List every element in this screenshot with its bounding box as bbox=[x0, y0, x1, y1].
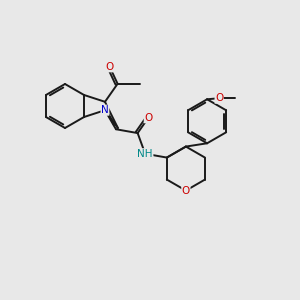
Text: O: O bbox=[215, 93, 223, 103]
Text: O: O bbox=[144, 113, 152, 123]
Text: O: O bbox=[182, 186, 190, 196]
Text: N: N bbox=[101, 105, 109, 115]
Text: NH: NH bbox=[137, 149, 153, 159]
Text: O: O bbox=[106, 62, 114, 72]
